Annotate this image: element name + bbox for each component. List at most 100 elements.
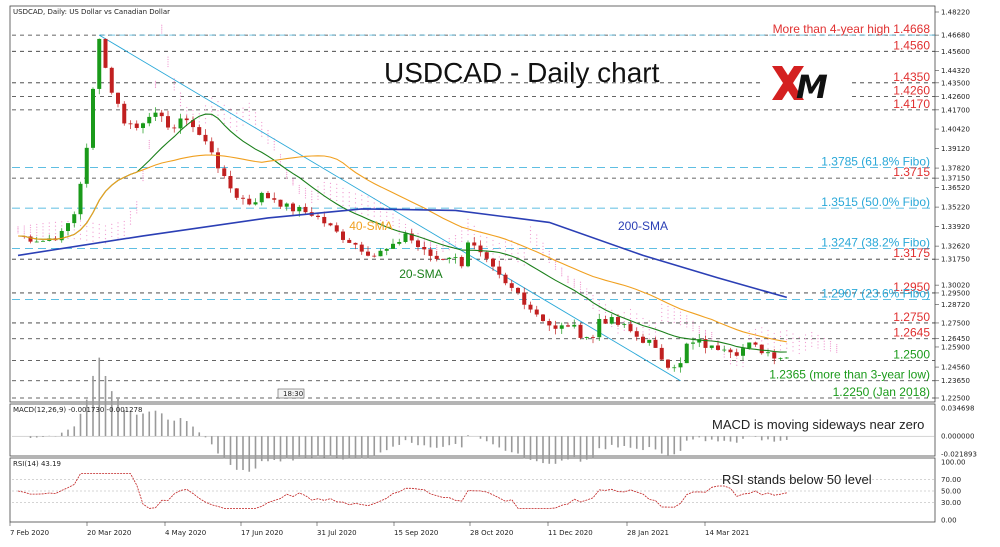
candle <box>459 256 464 267</box>
level-label: 1.3175 <box>893 246 930 260</box>
candle <box>703 339 708 348</box>
level-label: 1.2500 <box>893 347 930 361</box>
level-label: 1.3247 (38.2% Fibo) <box>821 235 930 249</box>
rsi-tick-label: 0.00 <box>941 517 957 525</box>
candle <box>184 118 189 121</box>
candle <box>166 116 170 128</box>
x-tick-label: 14 Mar 2021 <box>705 529 749 537</box>
candle <box>241 197 245 199</box>
level-label: 1.4260 <box>893 83 930 97</box>
candle <box>422 246 427 250</box>
rsi-line <box>17 473 787 509</box>
candle <box>334 225 339 232</box>
candle <box>103 38 108 68</box>
candle <box>347 239 352 243</box>
candle <box>284 203 289 207</box>
price-tick-label: 1.46680 <box>941 32 970 40</box>
candle <box>128 123 133 125</box>
price-tick-label: 1.25900 <box>941 343 970 351</box>
candle <box>453 256 458 258</box>
candle <box>778 357 783 359</box>
indicator-label-20-sma: 20-SMA <box>399 267 442 281</box>
svg-text:18:30: 18:30 <box>283 390 303 398</box>
rsi-tick-label: 50.00 <box>941 488 961 496</box>
candle <box>378 250 383 257</box>
candle <box>541 314 545 322</box>
candle <box>297 206 302 212</box>
price-tick-label: 1.36520 <box>941 184 970 192</box>
candle <box>634 331 639 337</box>
candle <box>547 321 552 326</box>
candle <box>509 283 514 288</box>
candle <box>403 233 408 242</box>
candle <box>84 147 89 184</box>
level-label: 1.3785 (61.8% Fibo) <box>821 155 930 169</box>
price-tick-label: 1.44320 <box>941 67 970 75</box>
candle <box>153 112 158 117</box>
candle <box>234 188 239 198</box>
candle <box>341 231 345 240</box>
candle <box>28 236 33 242</box>
candle <box>741 348 745 356</box>
candle <box>566 325 570 327</box>
x-tick-label: 4 May 2020 <box>165 529 206 537</box>
candle <box>784 357 789 359</box>
candle <box>466 242 470 267</box>
candle <box>291 203 295 212</box>
candle <box>597 318 602 338</box>
macd-pane-frame <box>9 403 936 457</box>
price-tick-label: 1.41700 <box>941 106 970 114</box>
candle <box>159 112 164 117</box>
candle <box>678 363 683 368</box>
candle <box>709 345 714 348</box>
candle <box>503 274 508 284</box>
price-tick-label: 1.26450 <box>941 335 970 343</box>
candle <box>691 342 695 344</box>
macd-tick-label: 0.000000 <box>941 433 974 441</box>
candle <box>116 92 120 104</box>
level-label: 1.3515 (50.0% Fibo) <box>821 195 930 209</box>
macd-tick-label: 0.034698 <box>941 405 974 413</box>
price-tick-label: 1.42600 <box>941 93 970 101</box>
candle <box>247 198 252 205</box>
price-tick-label: 1.30020 <box>941 282 970 290</box>
price-tick-label: 1.39120 <box>941 145 970 153</box>
candle <box>91 88 95 148</box>
candle <box>497 266 502 275</box>
x-tick-label: 7 Feb 2020 <box>10 529 49 537</box>
level-label: 1.3715 <box>893 165 930 179</box>
candle <box>197 127 202 135</box>
candle <box>134 123 139 128</box>
symbol-info: USDCAD, Daily: US Dollar vs Canadian Dol… <box>13 8 170 16</box>
candle <box>553 325 558 329</box>
candle <box>222 168 227 177</box>
candle <box>622 324 627 325</box>
candle <box>216 152 220 169</box>
candle <box>109 67 114 93</box>
candle <box>97 38 102 89</box>
price-tick-label: 1.28720 <box>941 301 970 309</box>
level-label: 1.4350 <box>893 70 930 84</box>
candle <box>697 339 702 343</box>
candle <box>653 339 658 348</box>
candle <box>628 324 633 332</box>
candle <box>753 342 758 345</box>
sma-20-line <box>17 113 787 353</box>
price-pane-frame <box>9 5 936 403</box>
candle <box>716 345 720 350</box>
candle <box>659 347 664 360</box>
candle <box>591 336 595 338</box>
candle <box>322 216 327 224</box>
x-tick-label: 28 Oct 2020 <box>470 529 513 537</box>
candle <box>191 120 195 128</box>
level-label: More than 4-year high 1.4668 <box>773 22 931 36</box>
candle <box>41 240 45 242</box>
candle <box>209 141 214 153</box>
price-tick-label: 1.23650 <box>941 377 970 385</box>
xm-logo-text: M <box>796 68 828 106</box>
candle <box>478 245 483 253</box>
candle <box>684 343 689 364</box>
price-tick-label: 1.43500 <box>941 79 970 87</box>
candle <box>391 243 395 249</box>
level-label: 1.2907 (23.6% Fibo) <box>821 286 930 300</box>
